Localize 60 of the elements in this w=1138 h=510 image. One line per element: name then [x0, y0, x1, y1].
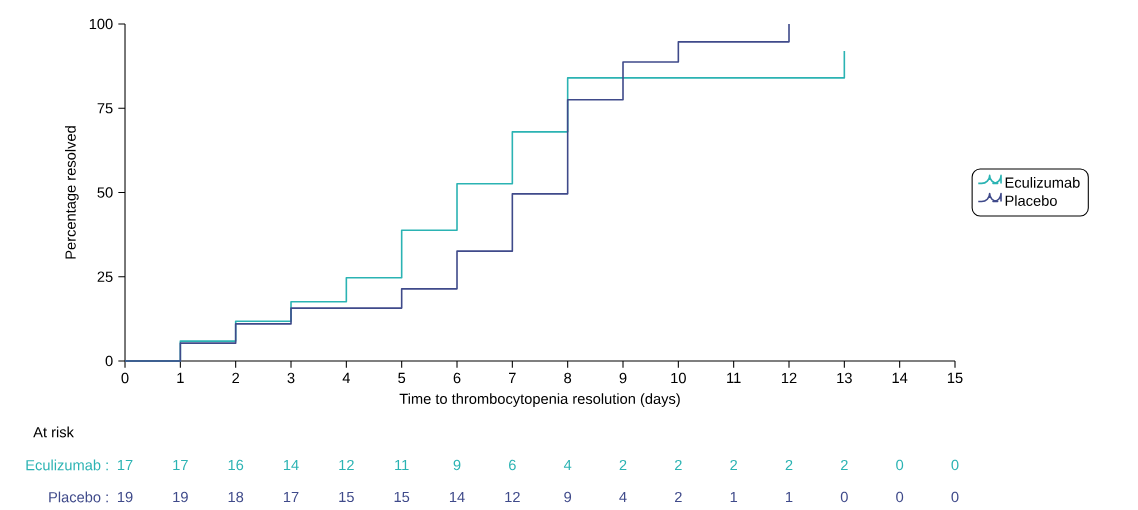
text: Eculizumab : [26, 459, 108, 471]
text: 14 [283, 459, 299, 471]
y-tick-label: 50 [97, 187, 113, 198]
text: 15 [394, 491, 410, 503]
text: 2 [730, 459, 738, 471]
x-tick-label: 2 [232, 372, 240, 384]
text: 17 [173, 459, 188, 471]
text: 1 [786, 491, 793, 503]
text: 16 [228, 459, 244, 471]
x-tick-label: 1 [177, 372, 184, 383]
x-tick-label: 11 [727, 372, 741, 383]
x-tick-label: 0 [121, 372, 129, 384]
x-tick-label: 8 [564, 372, 572, 384]
text: 17 [283, 491, 299, 503]
x-tick-label: 12 [781, 372, 797, 384]
y-tick-label: 75 [97, 103, 113, 114]
text: 19 [117, 491, 133, 503]
x-tick-label: 15 [947, 372, 963, 384]
x-tick-label: 3 [287, 372, 295, 384]
text: 0 [896, 459, 904, 471]
text: 4 [619, 491, 627, 503]
y-tick-label: 100 [89, 18, 113, 30]
text: 0 [840, 491, 848, 503]
text: 2 [674, 459, 682, 471]
text: 19 [173, 491, 188, 503]
text: 2 [785, 459, 793, 471]
text: 2 [619, 459, 627, 471]
text: 6 [509, 459, 516, 471]
text: 15 [339, 491, 354, 503]
text: 11 [395, 459, 409, 471]
text: 14 [449, 491, 465, 503]
text: 9 [453, 459, 461, 471]
x-tick-label: 14 [892, 372, 908, 383]
x-tick-label: 9 [619, 372, 627, 384]
x-tick-label: 6 [453, 372, 461, 384]
text: 18 [228, 491, 244, 503]
text: 4 [563, 459, 572, 471]
x-tick-label: 13 [837, 372, 852, 384]
y-axis-title: Percentage resolved [65, 126, 79, 259]
text: At risk [33, 426, 74, 438]
text: 0 [951, 491, 959, 503]
y-tick-label: 0 [105, 355, 113, 367]
text: 12 [505, 491, 520, 503]
legend-label: Eculizumab [1005, 177, 1080, 188]
text: 9 [564, 491, 572, 503]
text: 12 [339, 459, 354, 471]
x-tick-label: 7 [509, 372, 516, 383]
x-axis-title: Time to thrombocytopenia resolution (days) [399, 393, 680, 407]
x-tick-label: 5 [398, 372, 406, 384]
text: 17 [117, 459, 133, 471]
text: 2 [674, 491, 682, 503]
x-tick-label: 4 [342, 372, 350, 383]
text: 0 [896, 491, 904, 503]
text: 1 [730, 491, 738, 503]
legend-label: Placebo [1005, 195, 1057, 206]
y-tick-label: 25 [97, 271, 113, 282]
x-tick-label: 10 [671, 372, 686, 384]
text: Placebo : [49, 491, 108, 503]
text: 2 [840, 459, 848, 471]
text: 0 [951, 459, 959, 471]
